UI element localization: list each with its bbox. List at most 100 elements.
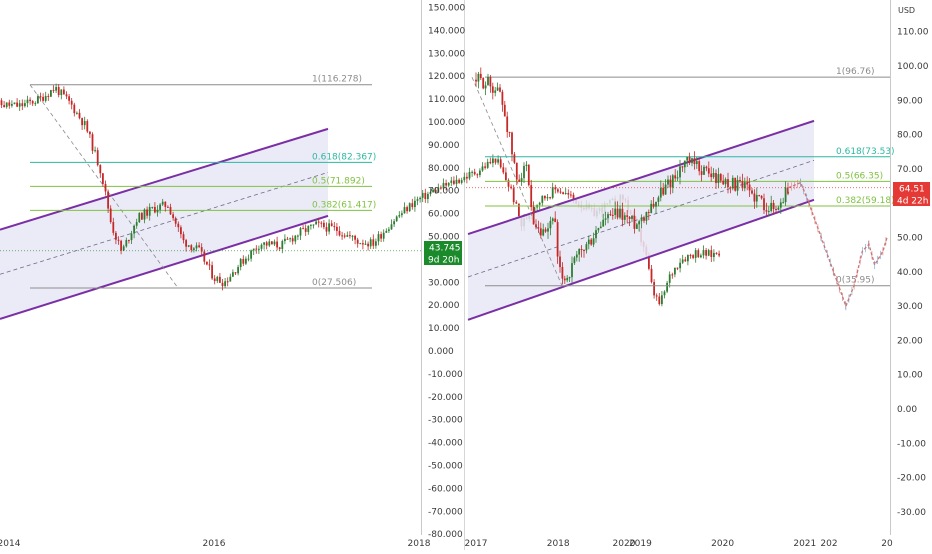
left-y-tick-label: 80.000 <box>428 164 460 174</box>
left-candle-body <box>21 103 24 107</box>
left-channel-upper-line[interactable] <box>0 127 329 231</box>
left-candle-body <box>128 240 130 242</box>
left-fib-level-label: 1(116.278) <box>312 75 362 85</box>
left-candle-body <box>255 248 258 250</box>
left-candle-body <box>310 224 312 226</box>
left-candle-body <box>289 238 291 240</box>
left-candle-body <box>250 250 252 259</box>
left-candle-body <box>83 121 86 126</box>
left-candle-body <box>302 228 304 230</box>
right-y-tick-label: -10.00 <box>897 439 926 449</box>
right-y-tick-label: 70.00 <box>897 165 923 175</box>
left-candle-body <box>671 274 674 276</box>
left-candle-body <box>96 150 99 166</box>
left-candle-body <box>546 197 549 199</box>
right-candle-body <box>551 218 554 221</box>
right-candle-body <box>616 208 619 218</box>
right-candle-body <box>645 212 648 221</box>
right-candle-body <box>724 179 727 185</box>
left-candle-body <box>31 101 34 104</box>
left-y-tick-label: 60.000 <box>428 210 460 220</box>
left-candle-body <box>557 189 559 192</box>
left-candle-body <box>455 179 458 184</box>
right-channel-lower-line[interactable] <box>467 198 815 321</box>
right-candle-body <box>537 227 540 229</box>
right-candle-body <box>614 208 617 216</box>
left-candle-body <box>492 158 494 164</box>
left-y-tick-label: -30.000 <box>428 416 463 426</box>
left-candle-body <box>18 103 21 107</box>
left-channel-median-line[interactable] <box>0 171 329 275</box>
left-candle-body <box>112 222 115 233</box>
right-candle-body <box>765 210 768 212</box>
left-candle-body <box>68 96 70 101</box>
left-candle-body <box>29 99 31 102</box>
right-y-tick-label: 30.00 <box>897 302 923 312</box>
left-candle-body <box>715 252 718 254</box>
right-y-tick-label: 20.00 <box>897 336 923 346</box>
right-candle-body <box>491 86 494 93</box>
left-candle-body <box>377 234 380 242</box>
left-candle-body <box>473 171 476 175</box>
left-candle-body <box>3 105 5 108</box>
right-candle-body <box>633 215 636 229</box>
left-channel-lower-line[interactable] <box>0 214 329 320</box>
right-candle-body <box>693 158 696 165</box>
right-candle-body <box>499 87 501 92</box>
left-candle-body <box>559 191 562 193</box>
left-candle-body <box>242 258 245 264</box>
left-candle-body <box>497 159 499 163</box>
left-candle-body <box>159 204 161 210</box>
left-candle-body <box>661 295 663 305</box>
left-candle-body <box>109 208 112 223</box>
right-candle-body <box>482 78 485 89</box>
left-y-tick-label: 150.000 <box>428 4 465 14</box>
left-candle-body <box>245 258 247 264</box>
left-candle-body <box>718 253 720 256</box>
left-candle-body <box>434 189 437 193</box>
left-candle-body <box>424 192 427 200</box>
right-candle-body <box>597 228 600 231</box>
left-y-tick-label: -10.000 <box>428 370 463 380</box>
left-candle-body <box>544 195 546 199</box>
right-candle-body <box>715 173 717 184</box>
left-candle-body <box>369 239 372 247</box>
right-x-tick-label: 20 <box>881 539 893 549</box>
left-candle-body <box>180 227 182 235</box>
left-candle-body <box>411 203 414 208</box>
left-candle-body <box>421 192 424 198</box>
right-candle-body <box>662 187 665 195</box>
right-y-tick-label: 100.00 <box>897 62 929 72</box>
left-candle-body <box>437 187 440 193</box>
left-candle-body <box>156 209 159 213</box>
left-candle-body <box>713 252 715 257</box>
right-candle-body <box>739 179 741 182</box>
left-candle-body <box>307 225 310 232</box>
left-candle-body <box>375 241 377 246</box>
left-candle-body <box>50 90 52 97</box>
left-candle-body <box>354 235 356 240</box>
left-candle-body <box>247 258 250 260</box>
right-candle-body <box>643 217 645 221</box>
left-candle-body <box>195 245 198 249</box>
left-candle-body <box>169 207 172 215</box>
left-y-tick-label: 140.000 <box>428 26 465 36</box>
right-candle-body <box>664 184 667 195</box>
right-candle-body <box>489 77 492 87</box>
right-y-tick-label: -20.00 <box>897 474 926 484</box>
left-candle-body <box>81 118 83 126</box>
right-candle-body <box>748 184 751 191</box>
left-candle-body <box>390 224 393 230</box>
left-candle-body <box>538 202 541 205</box>
left-candle-body <box>697 250 700 258</box>
left-candle-body <box>122 246 125 251</box>
right-x-tick-label: 2020 <box>711 539 734 549</box>
right-candle-body <box>667 179 669 185</box>
right-candle-body <box>731 177 734 189</box>
left-candle-body <box>512 188 515 203</box>
left-candle-body <box>125 240 128 247</box>
right-channel-upper-line[interactable] <box>467 119 815 236</box>
right-candle-body <box>599 226 602 229</box>
left-y-tick-label: -70.000 <box>428 507 463 517</box>
right-candle-body <box>717 174 720 184</box>
